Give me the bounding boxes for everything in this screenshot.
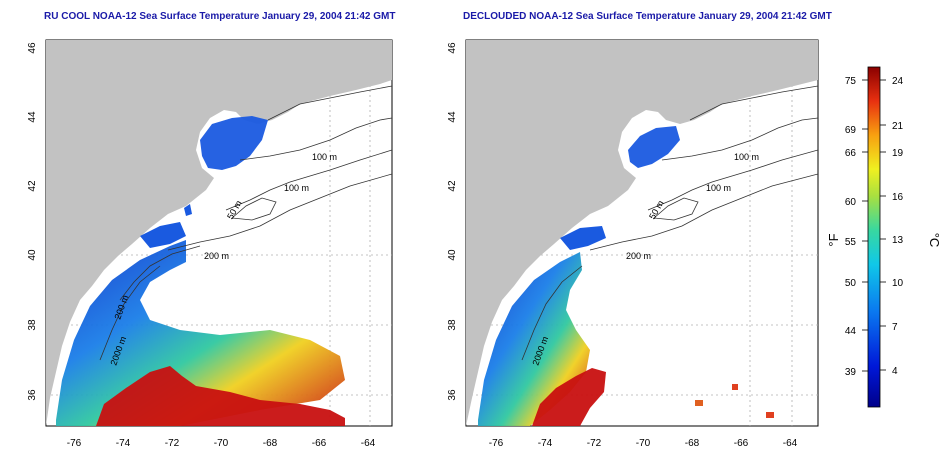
lat-tick-label: 46 bbox=[27, 42, 38, 54]
nova-scotia-land bbox=[300, 40, 392, 104]
lat-tick-label: 36 bbox=[447, 389, 458, 401]
fahrenheit-tick: 50 bbox=[845, 278, 857, 289]
fahrenheit-tick: 44 bbox=[845, 326, 857, 337]
celsius-tick: 4 bbox=[892, 366, 898, 377]
celsius-tick: 19 bbox=[892, 148, 904, 159]
land-mass bbox=[466, 40, 818, 426]
land-mass bbox=[46, 40, 392, 426]
lat-tick-label: 38 bbox=[447, 319, 458, 331]
grid-lines bbox=[466, 40, 818, 426]
contour-label: 100 m bbox=[706, 183, 731, 193]
lat-tick-label: 46 bbox=[447, 42, 458, 54]
lon-tick-label: -66 bbox=[734, 438, 749, 449]
celsius-axis-label: °C bbox=[927, 233, 942, 248]
sst-data-field bbox=[478, 126, 774, 426]
lon-tick-label: -70 bbox=[636, 438, 651, 449]
contour-label: 100 m bbox=[284, 183, 309, 193]
lat-tick-label: 36 bbox=[27, 389, 38, 401]
sst-map-raw: 100 m 100 m 50 m 200 m 200 m 2000 m 46 4… bbox=[27, 39, 393, 449]
contour-label: 100 m bbox=[734, 152, 759, 162]
right-panel-title: DECLOUDED NOAA-12 Sea Surface Temperatur… bbox=[463, 11, 832, 22]
lon-tick-label: -76 bbox=[67, 438, 82, 449]
lon-axis: -76 -74 -72 -70 -68 -66 -64 bbox=[67, 438, 376, 449]
celsius-tick: 7 bbox=[892, 322, 898, 333]
celsius-ticks: 24 21 19 16 13 10 7 4 bbox=[892, 76, 904, 377]
lon-tick-label: -72 bbox=[165, 438, 180, 449]
bathymetry-contours bbox=[521, 85, 818, 361]
colorbar-tick-marks bbox=[862, 79, 886, 372]
colorbar-gradient bbox=[867, 66, 881, 408]
lat-axis: 46 44 42 40 38 36 bbox=[447, 42, 458, 401]
celsius-tick: 10 bbox=[892, 278, 904, 289]
lon-axis: -76 -74 -72 -70 -68 -66 -64 bbox=[489, 438, 798, 449]
lat-tick-label: 40 bbox=[447, 249, 458, 261]
lat-tick-label: 42 bbox=[447, 180, 458, 192]
bathymetry-contours bbox=[99, 85, 392, 361]
lon-tick-label: -64 bbox=[361, 438, 376, 449]
lon-tick-label: -66 bbox=[312, 438, 327, 449]
nova-scotia-land bbox=[722, 40, 818, 104]
lon-tick-label: -70 bbox=[214, 438, 229, 449]
lat-tick-label: 40 bbox=[27, 249, 38, 261]
celsius-tick: 13 bbox=[892, 235, 904, 246]
lat-tick-label: 38 bbox=[27, 319, 38, 331]
celsius-tick: 16 bbox=[892, 192, 904, 203]
lat-axis: 46 44 42 40 38 36 bbox=[27, 42, 38, 401]
celsius-tick: 21 bbox=[892, 121, 904, 132]
fahrenheit-axis-label: °F bbox=[826, 233, 841, 246]
sst-data-field bbox=[56, 116, 345, 426]
fahrenheit-ticks: 75 69 66 60 55 50 44 39 bbox=[845, 76, 857, 378]
lat-tick-label: 44 bbox=[27, 111, 38, 123]
fahrenheit-tick: 39 bbox=[845, 367, 857, 378]
lon-tick-label: -76 bbox=[489, 438, 504, 449]
lon-tick-label: -74 bbox=[538, 438, 553, 449]
temperature-colorbar: 75 69 66 60 55 50 44 39 24 21 19 16 13 1… bbox=[826, 66, 942, 408]
fahrenheit-tick: 55 bbox=[845, 237, 857, 248]
fahrenheit-tick: 69 bbox=[845, 125, 857, 136]
lon-tick-label: -68 bbox=[263, 438, 278, 449]
fahrenheit-tick: 66 bbox=[845, 148, 857, 159]
lon-tick-label: -72 bbox=[587, 438, 602, 449]
lat-tick-label: 44 bbox=[447, 111, 458, 123]
sst-map-declouded: 100 m 100 m 50 m 200 m 2000 m 46 44 42 4… bbox=[447, 39, 819, 449]
contour-label: 100 m bbox=[312, 152, 337, 162]
left-panel-title: RU COOL NOAA-12 Sea Surface Temperature … bbox=[44, 11, 396, 22]
fahrenheit-tick: 75 bbox=[845, 76, 857, 87]
lon-tick-label: -68 bbox=[685, 438, 700, 449]
celsius-tick: 24 bbox=[892, 76, 904, 87]
fahrenheit-tick: 60 bbox=[845, 197, 857, 208]
lat-tick-label: 42 bbox=[27, 180, 38, 192]
lon-tick-label: -64 bbox=[783, 438, 798, 449]
contour-label: 200 m bbox=[204, 251, 229, 261]
contour-label: 200 m bbox=[626, 251, 651, 261]
lon-tick-label: -74 bbox=[116, 438, 131, 449]
